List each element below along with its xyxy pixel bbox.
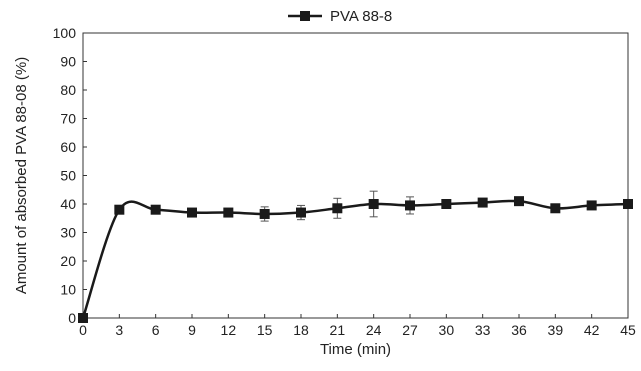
x-tick-label: 30 xyxy=(439,322,455,338)
data-point-marker xyxy=(368,199,379,209)
data-point-marker xyxy=(550,203,561,214)
data-point-marker xyxy=(332,203,343,214)
x-tick-label: 18 xyxy=(293,322,309,338)
legend-marker xyxy=(300,11,310,21)
data-point-marker xyxy=(623,199,633,209)
x-tick-label: 6 xyxy=(152,322,160,338)
y-tick-label: 20 xyxy=(60,253,76,269)
data-point-marker xyxy=(223,207,234,218)
x-tick-label: 36 xyxy=(511,322,527,338)
x-tick-label: 3 xyxy=(115,322,123,338)
x-tick-label: 33 xyxy=(475,322,491,338)
data-point-marker xyxy=(405,200,415,211)
x-tick-label: 15 xyxy=(257,322,273,338)
x-axis: 0 3 6 9 12 15 18 21 24 27 30 33 36 39 42 45 xyxy=(79,314,636,338)
legend: PVA 88-8 xyxy=(288,8,392,25)
y-axis: 0 10 20 30 40 50 60 70 80 90 100 xyxy=(53,25,87,326)
series-line xyxy=(81,199,629,319)
y-tick-label: 10 xyxy=(60,282,76,298)
x-tick-label: 0 xyxy=(79,322,87,338)
data-point-marker xyxy=(114,204,125,215)
x-tick-label: 24 xyxy=(366,322,382,338)
y-tick-label: 80 xyxy=(60,82,76,98)
x-tick-label: 42 xyxy=(584,322,600,338)
data-point-marker xyxy=(296,207,306,218)
data-point-marker xyxy=(150,204,161,215)
y-tick-label: 40 xyxy=(60,196,76,212)
data-point-marker xyxy=(586,200,597,211)
y-tick-label: 60 xyxy=(60,139,76,155)
data-point-marker xyxy=(477,197,488,208)
x-axis-title: Time (min) xyxy=(320,341,391,358)
plot-frame xyxy=(82,32,629,319)
x-tick-label: 39 xyxy=(548,322,564,338)
x-tick-label: 21 xyxy=(330,322,346,338)
y-tick-label: 70 xyxy=(60,111,76,127)
data-point-marker xyxy=(441,199,452,209)
y-tick-label: 30 xyxy=(60,225,76,241)
y-tick-label: 90 xyxy=(60,54,76,70)
data-point-marker xyxy=(259,208,270,219)
y-tick-label: 0 xyxy=(68,310,76,326)
y-axis-title: Amount of absorbed PVA 88-08 (%) xyxy=(13,57,30,294)
plot-area: 0 3 6 9 12 15 18 21 24 27 30 33 36 39 42 45 01020304050… xyxy=(53,25,636,338)
x-tick-label: 27 xyxy=(402,322,418,338)
x-tick-label: 9 xyxy=(188,322,196,338)
data-point-marker xyxy=(187,207,197,218)
x-tick-label: 12 xyxy=(221,322,237,338)
x-tick-label: 45 xyxy=(620,322,636,338)
legend-label: PVA 88-8 xyxy=(330,8,392,25)
data-markers xyxy=(78,196,633,323)
data-point-marker xyxy=(78,313,88,323)
y-tick-label: 100 xyxy=(53,25,77,41)
y-tick-label: 50 xyxy=(60,168,76,184)
data-point-marker xyxy=(514,196,524,207)
